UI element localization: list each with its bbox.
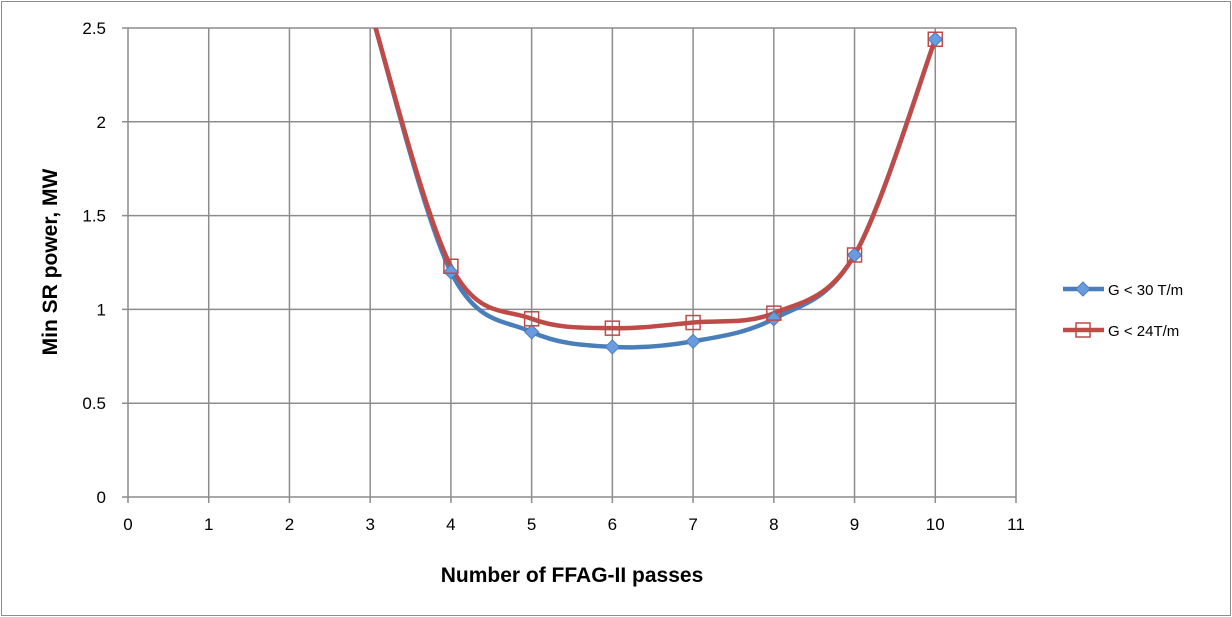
x-tick-label: 5 [527, 515, 536, 534]
data-point [927, 31, 944, 48]
x-tick-label: 0 [123, 515, 132, 534]
data-point [604, 339, 621, 355]
y-tick-label: 0.5 [82, 394, 106, 413]
x-tick-label: 7 [688, 515, 697, 534]
x-tick-label: 11 [1007, 515, 1025, 534]
y-tick-label: 2 [97, 113, 106, 132]
x-tick-label: 1 [204, 515, 213, 534]
series-line [373, 28, 938, 350]
x-tick-label: 9 [850, 515, 859, 534]
data-point [523, 311, 540, 327]
y-tick-label: 0 [97, 488, 106, 507]
x-tick-label: 8 [769, 515, 778, 534]
data-point [766, 311, 782, 327]
legend-marker [1075, 322, 1091, 338]
legend-label: G < 24T/m [1108, 323, 1179, 340]
x-tick-label: 3 [365, 515, 374, 534]
data-point [685, 314, 701, 331]
data-point [927, 31, 943, 47]
y-tick-label: 1 [97, 300, 106, 319]
data-point [523, 324, 540, 340]
data-point [766, 305, 782, 321]
data-point [846, 247, 863, 263]
y-tick-label: 2.5 [82, 19, 106, 38]
x-tick-label: 10 [926, 515, 945, 534]
x-tick-label: 2 [285, 515, 294, 534]
x-axis-title: Number of FFAG-II passes [441, 564, 704, 587]
data-point [443, 264, 459, 280]
x-tick-label: 6 [608, 515, 617, 534]
data-point [685, 333, 701, 349]
y-axis-title: Min SR power, MW [39, 168, 62, 355]
legend-marker [1075, 281, 1091, 297]
legend-label: G < 30 T/m [1108, 282, 1183, 299]
data-point [443, 258, 459, 275]
x-tick-label: 4 [446, 515, 455, 534]
y-tick-label: 1.5 [82, 207, 106, 226]
data-point [604, 320, 621, 336]
